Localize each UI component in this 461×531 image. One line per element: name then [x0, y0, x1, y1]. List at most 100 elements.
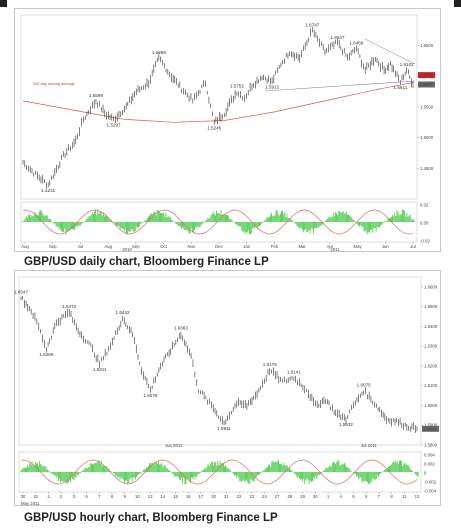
- oscillator-tick-label: 0.02: [420, 203, 429, 208]
- x-tick-label: Aug: [21, 244, 29, 249]
- x-tick-label: 1: [47, 494, 50, 499]
- x-tick-label: 12: [415, 494, 420, 499]
- price-annotation: 1.5932: [339, 422, 353, 427]
- x-tick-label: 8: [390, 494, 393, 499]
- oscillator-tick-label: 0.00: [420, 221, 429, 226]
- x-tick-label: 5: [352, 494, 355, 499]
- oscillator-histogram: [20, 459, 419, 485]
- x-tick-label: 8: [111, 494, 114, 499]
- price-annotation: 1.6102: [400, 62, 414, 67]
- price-tag-box: [418, 81, 435, 88]
- price-tag-label: 1.5867: [419, 82, 433, 87]
- price-annotation: 1.6179: [263, 362, 277, 367]
- price-tag-label: 1.5882: [423, 426, 437, 431]
- period-label: Jul 2011: [361, 443, 378, 448]
- oscillator-tick-label: 0: [424, 471, 427, 476]
- corner-mark-right: [454, 0, 461, 7]
- trendline: [264, 80, 416, 92]
- x-tick-label: Apr: [327, 244, 334, 249]
- oscillator-tick-label: 0.002: [424, 462, 435, 467]
- x-tick-label: 1: [327, 494, 330, 499]
- x-tick-label: 6: [85, 494, 88, 499]
- price-annotation: 1.6472: [62, 304, 76, 309]
- price-annotation: 1.5911: [394, 85, 408, 90]
- price-annotation: 1.5912: [265, 85, 279, 90]
- price-annotation: 1.6442: [116, 310, 130, 315]
- x-tick-label: 15: [173, 494, 178, 499]
- x-tick-label: 3: [73, 494, 76, 499]
- year-label: 2011: [330, 247, 340, 252]
- price-series: [20, 295, 418, 433]
- x-tick-label: 2: [60, 494, 63, 499]
- x-tick-label: 7: [378, 494, 381, 499]
- x-tick-label: 23: [249, 494, 254, 499]
- price-annotation: 1.5245: [207, 126, 221, 131]
- x-tick-label: 7: [98, 494, 101, 499]
- price-annotation: 1.4231: [41, 188, 55, 193]
- price-annotation: 1.5911: [217, 426, 231, 431]
- price-annotation: 1.6747: [305, 23, 319, 28]
- corner-mark-left: [0, 0, 7, 7]
- x-tick-label: Dec: [215, 244, 223, 249]
- y-tick-label: 1.5000: [420, 135, 434, 140]
- oscillator-tick-label: -0.004: [424, 489, 437, 494]
- x-tick-label: 11: [402, 494, 407, 499]
- x-tick-label: Sep: [132, 244, 140, 249]
- x-tick-label: Jul: [78, 244, 84, 249]
- moving-average-note: 200-day moving average: [33, 82, 75, 86]
- x-tick-label: May: [354, 244, 363, 249]
- y-tick-label: 1.6500: [420, 43, 434, 48]
- oscillator-tick-label: 0.004: [424, 453, 435, 458]
- price-annotation: 1.5599: [89, 93, 103, 98]
- price-annotation: 1.6075: [357, 383, 371, 388]
- y-tick-label: 1.6000: [424, 403, 438, 408]
- y-tick-label: 1.5900: [424, 423, 438, 428]
- price-annotation: 1.6547: [330, 35, 344, 40]
- hourly-chart-caption: GBP/USD hourly chart, Bloomberg Finance …: [24, 512, 278, 524]
- y-tick-label: 1.6600: [424, 284, 438, 289]
- price-annotation: 1.6211: [93, 367, 107, 372]
- price-tag-label: 1.6020: [419, 73, 433, 78]
- x-tick-label: 13: [148, 494, 153, 499]
- hourly-chart-svg: 1.6600 1.6500 1.6400 1.6300 1.6200 1.6100 1.60…: [14, 276, 439, 506]
- x-tick-label: 27: [275, 494, 280, 499]
- x-tick-label: Sep: [49, 244, 57, 249]
- x-tick-label: 22: [237, 494, 242, 499]
- oscillator-signal-line: [22, 209, 414, 235]
- price-tag-box: [418, 72, 435, 79]
- x-tick-label: Nov: [187, 244, 195, 249]
- y-tick-label: 1.6400: [424, 324, 438, 329]
- oscillator-tick-label: -0.02: [420, 239, 430, 244]
- price-series: [22, 27, 414, 189]
- price-annotation: 1.6456: [349, 40, 363, 45]
- price-annotation: 1.6363: [174, 326, 188, 331]
- x-tick-label: 16: [186, 494, 191, 499]
- y-tick-label: 1.6300: [424, 344, 438, 349]
- price-annotation: 1.6141: [287, 370, 301, 375]
- price-annotation: 1.5297: [107, 122, 121, 127]
- x-tick-label: Feb: [271, 244, 279, 249]
- x-tick-label: Jan: [243, 244, 251, 249]
- daily-chart-panel: 1.65001.60001.55001.50001.4500AugSepJulA…: [14, 8, 441, 252]
- x-tick-label: 20: [211, 494, 216, 499]
- daily-chart-caption: GBP/USD daily chart, Bloomberg Finance L…: [24, 256, 269, 268]
- x-tick-label: 14: [160, 494, 165, 499]
- moving-average-line: [22, 82, 414, 123]
- y-tick-label: 1.6500: [424, 304, 438, 309]
- x-tick-label: Jul: [410, 244, 416, 249]
- oscillator-signal-line: [20, 459, 418, 485]
- x-tick-label: 9: [123, 494, 126, 499]
- oscillator-tick-label: -0.002: [424, 480, 437, 485]
- price-plot-frame: [18, 276, 422, 446]
- x-tick-label: 6: [365, 494, 368, 499]
- hourly-chart-panel: 1.6600 1.6500 1.6400 1.6300 1.6200 1.6100 1.60…: [14, 270, 441, 506]
- y-tick-label: 1.5800: [424, 443, 438, 448]
- y-tick-label: 1.4500: [420, 166, 434, 171]
- x-tick-label: Aug: [104, 244, 112, 249]
- x-tick-label: 10: [135, 494, 140, 499]
- x-tick-label: Oct: [160, 244, 167, 249]
- price-tag-box: [422, 425, 439, 432]
- price-annotation: 1.5752: [230, 84, 244, 89]
- x-tick-label: 4: [340, 494, 343, 499]
- y-tick-label: 1.6100: [424, 383, 438, 388]
